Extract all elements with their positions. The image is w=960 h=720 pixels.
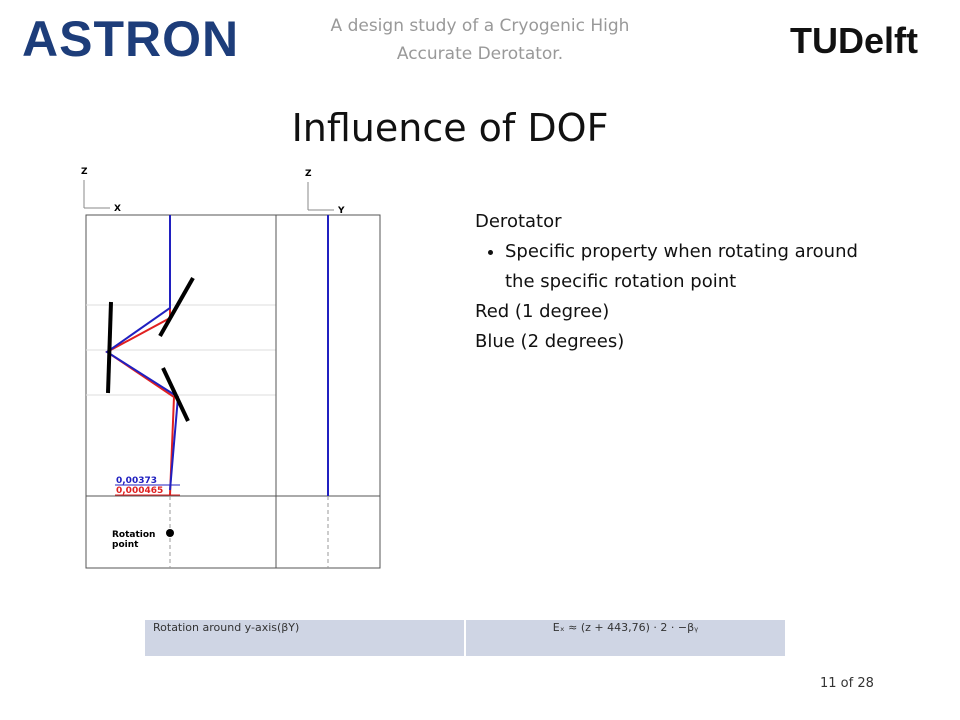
dim-label: 0,00373 — [116, 476, 157, 486]
blue-deflection — [105, 215, 180, 491]
rotation-label: Rotation point — [112, 530, 156, 550]
axis-label: Y — [337, 206, 345, 216]
logo-astron: ASTRON — [22, 11, 240, 67]
table: Rotation around y-axis(βY) Eₓ ≈ (z + 443… — [145, 620, 785, 656]
red-deflection — [105, 305, 176, 496]
legend-blue: Blue (2 degrees) — [475, 331, 625, 352]
legend-red: Red (1 degree) — [475, 301, 610, 322]
axes-icons — [83, 180, 334, 211]
dim-label: 0,000465 — [116, 486, 163, 496]
heading: Derotator — [475, 211, 562, 232]
rotation-label-text: Rotation point — [112, 530, 156, 550]
table-cell: Eₓ ≈ (z + 443,76) · 2 · −βᵧ — [464, 620, 785, 656]
markers — [106, 277, 195, 422]
axis-label: X — [114, 204, 121, 214]
figure: Z X Z Y 0,00373 0,000465 Rotation point — [81, 167, 381, 569]
text-block: Derotator Specific property when rotatin… — [475, 207, 865, 357]
subtitle: A design study of a Cryogenic High Accur… — [330, 16, 630, 64]
page-number: 11 of 28 — [820, 676, 874, 691]
bullet: Specific property when rotating around t… — [505, 237, 865, 297]
frame — [85, 214, 381, 569]
rotation-point — [166, 529, 174, 537]
slide-title: Influence of DOF — [291, 106, 609, 150]
logo-tudelft: TUDelft — [790, 20, 918, 61]
bullet-list: Specific property when rotating around t… — [475, 237, 865, 297]
grid — [86, 304, 276, 396]
axis-label: Z — [81, 167, 88, 177]
axis-label: Z — [305, 169, 312, 179]
table-cell: Rotation around y-axis(βY) — [153, 621, 300, 634]
